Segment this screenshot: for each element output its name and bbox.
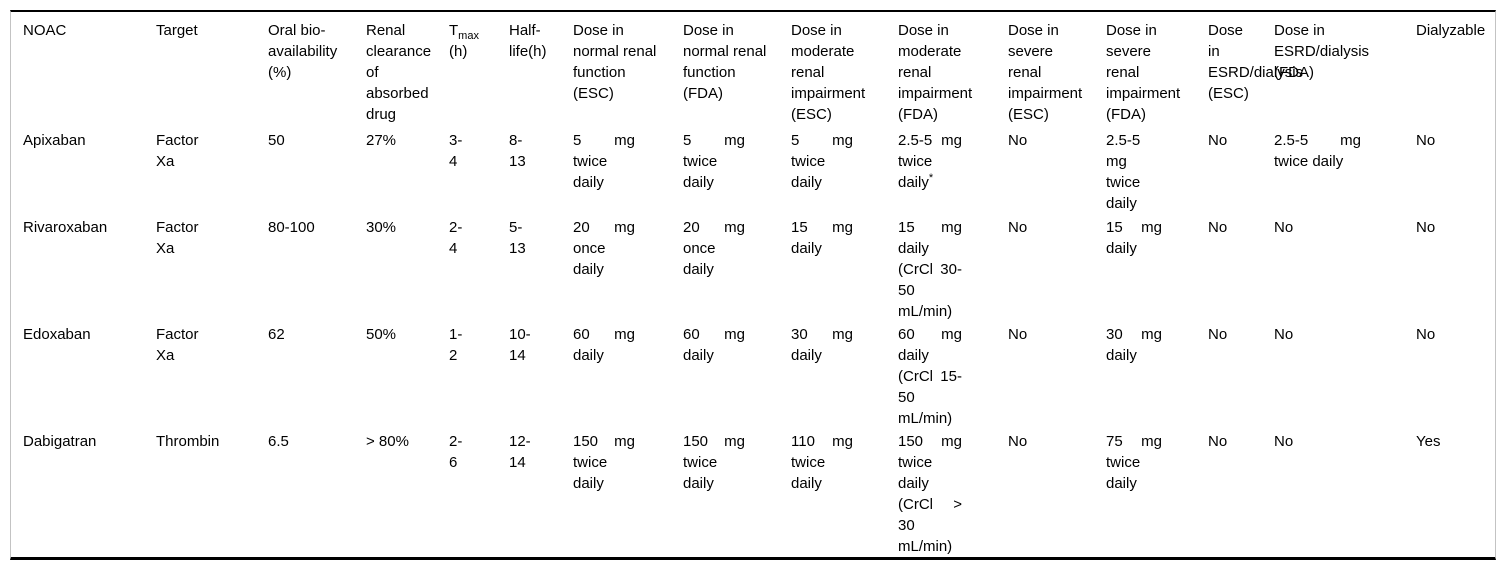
cell-noac: Rivaroxaban (23, 219, 108, 236)
cell-dose-normal-esc: 150 mg twice daily (573, 433, 635, 492)
cell-dose-esrd-fda: 2.5-5 mg twice daily (1274, 132, 1361, 170)
cell-renal-clearance: 27% (366, 132, 397, 149)
header-row: NOAC Target Oral bio-availability (%) Re… (11, 12, 1495, 128)
cell-dose-moderate-esc: 15 mg daily (791, 219, 853, 257)
col-header-half-life: Half-life(h) (509, 22, 547, 60)
col-header-dose-esrd-esc: Dose in ESRD/dialysis (ESC) (1208, 22, 1304, 102)
col-header-tmax: Tmax (h) (449, 12, 509, 128)
cell-dose-esrd-esc: No (1208, 132, 1228, 149)
cell-tmax: 1-2 (449, 326, 463, 364)
cell-dose-moderate-esc: 110 mg twice daily (791, 433, 853, 492)
cell-tmax: 2-6 (449, 433, 463, 471)
tmax-unit: (h) (449, 43, 468, 60)
cell-dose-moderate-fda: 150 mg twice daily (CrCl > 30 mL/min) (898, 433, 962, 555)
cell-dose-moderate-esc: 5 mg twice daily (791, 132, 853, 191)
cell-tmax: 2-4 (449, 219, 463, 257)
cell-oral-bioavailability: 80-100 (268, 219, 315, 236)
cell-renal-clearance: 30% (366, 219, 397, 236)
cell-oral-bioavailability: 50 (268, 132, 285, 149)
col-header-dose-normal-esc: Dose in normal renal function (ESC) (573, 22, 657, 102)
cell-target: Factor Xa (156, 132, 199, 170)
cell-half-life: 8-13 (509, 132, 526, 170)
cell-half-life: 5-13 (509, 219, 526, 257)
cell-oral-bioavailability: 62 (268, 326, 285, 343)
col-header-dose-severe-esc: Dose in severe renal impairment (ESC) (1008, 22, 1083, 123)
col-header-renal-clearance: Renal clearance of absorbed drug (366, 22, 432, 123)
col-header-target: Target (156, 22, 198, 39)
cell-target: Factor Xa (156, 326, 199, 364)
cell-dose-normal-fda: 5 mg twice daily (683, 132, 745, 191)
col-header-dialyzable: Dialyzable (1416, 22, 1486, 39)
cell-dose-severe-esc: No (1008, 132, 1028, 149)
row-apixaban: Apixaban Factor Xa 50 27% 3-4 8-13 5 mg … (11, 128, 1495, 215)
cell-dialyzable: No (1416, 326, 1436, 343)
cell-dose-severe-esc: No (1008, 326, 1028, 343)
cell-dose-severe-fda: 2.5-5 mg twice daily (1106, 132, 1141, 212)
cell-noac: Apixaban (23, 132, 86, 149)
cell-dose-esrd-esc: No (1208, 219, 1228, 236)
col-header-oral-bioavailability: Oral bio-availability (%) (268, 22, 338, 81)
cell-dialyzable: No (1416, 132, 1436, 149)
noac-dosing-table: NOAC Target Oral bio-availability (%) Re… (11, 12, 1495, 557)
row-dabigatran: Dabigatran Thrombin 6.5 > 80% 2-6 12-14 … (11, 429, 1495, 557)
row-rivaroxaban: Rivaroxaban Factor Xa 80-100 30% 2-4 5-1… (11, 215, 1495, 322)
dose-text: 2.5-5 mg twice daily (898, 132, 962, 191)
cell-dose-normal-esc: 60 mg daily (573, 326, 635, 364)
cell-dose-moderate-fda: 2.5-5 mg twice daily* (898, 128, 1008, 215)
cell-dose-normal-esc: 5 mg twice daily (573, 132, 635, 191)
cell-dose-severe-esc: No (1008, 433, 1028, 450)
noac-dosing-table-container: NOAC Target Oral bio-availability (%) Re… (10, 10, 1496, 560)
cell-renal-clearance: > 80% (366, 433, 409, 450)
cell-dose-normal-fda: 20 mg once daily (683, 219, 745, 278)
col-header-dose-moderate-esc: Dose in moderate renal impairment (ESC) (791, 22, 866, 123)
tmax-subscript: max (458, 30, 479, 42)
cell-dose-esrd-fda: No (1274, 433, 1294, 450)
col-header-noac: NOAC (23, 22, 67, 39)
cell-dose-normal-esc: 20 mg once daily (573, 219, 635, 278)
cell-dose-severe-fda: 75 mg twice daily (1106, 433, 1162, 492)
cell-dose-moderate-esc: 30 mg daily (791, 326, 853, 364)
cell-dose-severe-fda: 15 mg daily (1106, 219, 1162, 257)
cell-dose-normal-fda: 60 mg daily (683, 326, 745, 364)
footnote-asterisk: * (928, 172, 934, 184)
cell-noac: Edoxaban (23, 326, 91, 343)
cell-half-life: 10-14 (509, 326, 531, 364)
col-header-dose-severe-fda: Dose in severe renal impairment (FDA) (1106, 22, 1181, 123)
cell-dose-normal-fda: 150 mg twice daily (683, 433, 745, 492)
cell-oral-bioavailability: 6.5 (268, 433, 289, 450)
cell-tmax: 3-4 (449, 132, 463, 170)
cell-dose-moderate-fda: 15 mg daily (CrCl 30-50 mL/min) (898, 219, 962, 320)
cell-dose-esrd-esc: No (1208, 326, 1228, 343)
cell-dose-esrd-fda: No (1274, 219, 1294, 236)
cell-dose-severe-fda: 30 mg daily (1106, 326, 1162, 364)
row-edoxaban: Edoxaban Factor Xa 62 50% 1-2 10-14 60 m… (11, 322, 1495, 429)
cell-target: Factor Xa (156, 219, 199, 257)
cell-dialyzable: No (1416, 219, 1436, 236)
cell-dose-moderate-fda: 60 mg daily (CrCl 15-50 mL/min) (898, 326, 962, 427)
cell-dose-esrd-fda: No (1274, 326, 1294, 343)
cell-renal-clearance: 50% (366, 326, 397, 343)
col-header-dose-normal-fda: Dose in normal renal function (FDA) (683, 22, 767, 102)
cell-dose-esrd-esc: No (1208, 433, 1228, 450)
cell-dose-severe-esc: No (1008, 219, 1028, 236)
col-header-dose-moderate-fda: Dose in moderate renal impairment (FDA) (898, 22, 973, 123)
cell-half-life: 12-14 (509, 433, 531, 471)
cell-noac: Dabigatran (23, 433, 97, 450)
cell-target: Thrombin (156, 433, 220, 450)
cell-dialyzable: Yes (1416, 433, 1441, 450)
col-header-dose-esrd-fda: Dose in ESRD/dialysis (FDA) (1274, 22, 1370, 81)
tmax-symbol: T (449, 22, 459, 39)
